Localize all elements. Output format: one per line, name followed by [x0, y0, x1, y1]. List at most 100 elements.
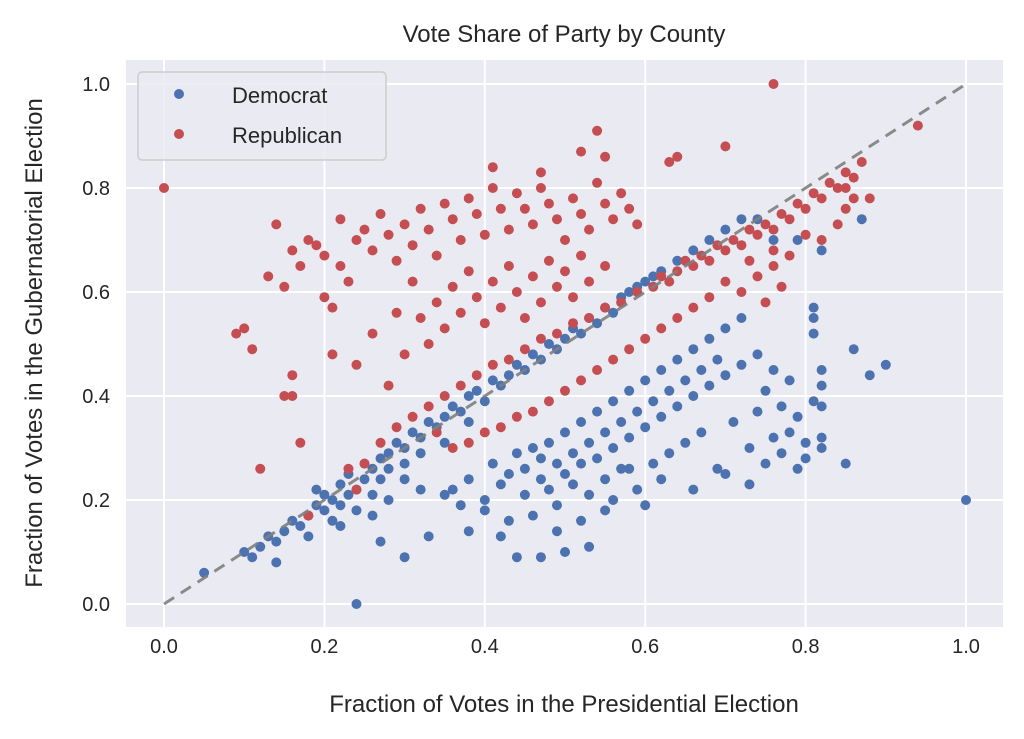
republican-point	[535, 167, 546, 178]
republican-point	[672, 313, 683, 323]
republican-point	[768, 224, 779, 235]
democrat-point	[704, 333, 715, 344]
democrat-point	[752, 349, 763, 360]
republican-point	[527, 271, 538, 282]
democrat-point	[624, 385, 635, 396]
democrat-point	[640, 375, 651, 386]
republican-point	[519, 313, 530, 323]
republican-point	[479, 229, 490, 240]
republican-point	[423, 401, 434, 412]
republican-point	[560, 385, 570, 396]
democrat-point	[447, 484, 458, 495]
democrat-point	[327, 515, 338, 526]
republican-point	[519, 344, 530, 355]
democrat-point	[391, 437, 402, 448]
democrat-point	[672, 255, 683, 266]
democrat-point	[664, 448, 675, 459]
democrat-point	[327, 495, 338, 505]
republican-point	[592, 365, 603, 375]
democrat-point	[407, 427, 418, 438]
legend-label-republican: Republican	[232, 123, 342, 148]
democrat-point	[640, 500, 651, 511]
democrat-point	[543, 484, 554, 495]
republican-point	[736, 287, 747, 297]
republican-point	[415, 313, 426, 323]
republican-point	[568, 193, 579, 204]
republican-point	[832, 183, 843, 193]
democrat-point	[608, 396, 619, 407]
democrat-point	[688, 245, 699, 256]
republican-point	[375, 437, 386, 448]
democrat-point	[527, 349, 538, 360]
democrat-point	[816, 380, 827, 391]
republican-point	[672, 151, 683, 162]
republican-point	[848, 193, 859, 204]
democrat-point	[271, 557, 282, 568]
democrat-point	[503, 515, 514, 526]
democrat-point	[495, 479, 506, 490]
republican-point	[736, 240, 747, 251]
x-tick-label: 0.6	[631, 636, 659, 658]
democrat-point	[744, 443, 755, 453]
republican-point	[231, 328, 242, 339]
democrat-point	[351, 599, 362, 609]
republican-point	[824, 177, 835, 188]
democrat-point	[680, 437, 691, 448]
democrat-point	[704, 380, 715, 391]
republican-point	[319, 292, 330, 303]
republican-point	[848, 172, 859, 183]
democrat-point	[800, 453, 811, 464]
democrat-point	[656, 474, 667, 485]
republican-point	[239, 323, 250, 334]
democrat-point	[503, 370, 514, 381]
republican-point	[527, 406, 538, 417]
republican-point	[768, 245, 779, 256]
republican-point	[816, 235, 827, 245]
republican-point	[343, 276, 354, 287]
republican-point	[279, 281, 290, 292]
democrat-point	[519, 463, 530, 474]
democrat-point	[551, 500, 562, 511]
republican-point	[327, 349, 338, 360]
republican-point	[624, 344, 635, 355]
republican-point	[511, 188, 522, 199]
democrat-point	[961, 495, 971, 505]
democrat-point	[720, 469, 731, 479]
republican-point	[568, 318, 579, 329]
democrat-point	[511, 448, 522, 459]
republican-point	[560, 235, 570, 245]
democrat-point	[511, 359, 522, 370]
republican-point	[263, 271, 274, 282]
republican-point	[487, 276, 498, 287]
republican-point	[271, 219, 282, 230]
republican-point	[752, 229, 763, 240]
democrat-point	[471, 385, 482, 396]
y-axis-label: Fraction of Votes in the Gubernatorial E…	[21, 98, 48, 588]
democrat-point	[736, 214, 747, 225]
democrat-point	[463, 391, 474, 401]
republican-point	[560, 266, 570, 277]
democrat-point	[319, 505, 330, 516]
democrat-point	[592, 406, 603, 417]
republican-point	[640, 333, 651, 344]
democrat-point	[880, 359, 891, 370]
republican-point	[608, 354, 619, 365]
republican-point	[776, 209, 787, 219]
democrat-point	[784, 375, 795, 386]
democrat-point	[864, 370, 875, 381]
democrat-point	[792, 235, 803, 245]
democrat-point	[608, 495, 619, 505]
democrat-point	[423, 531, 434, 542]
republican-point	[479, 427, 490, 438]
democrat-point	[768, 235, 779, 245]
republican-point	[600, 261, 611, 271]
democrat-point	[576, 458, 587, 469]
democrat-point	[728, 417, 739, 427]
republican-point	[471, 292, 482, 303]
republican-point	[551, 214, 562, 225]
democrat-point	[856, 214, 867, 225]
republican-point	[720, 276, 731, 287]
democrat-point	[592, 453, 603, 464]
republican-point	[728, 235, 739, 245]
democrat-point	[367, 489, 378, 500]
